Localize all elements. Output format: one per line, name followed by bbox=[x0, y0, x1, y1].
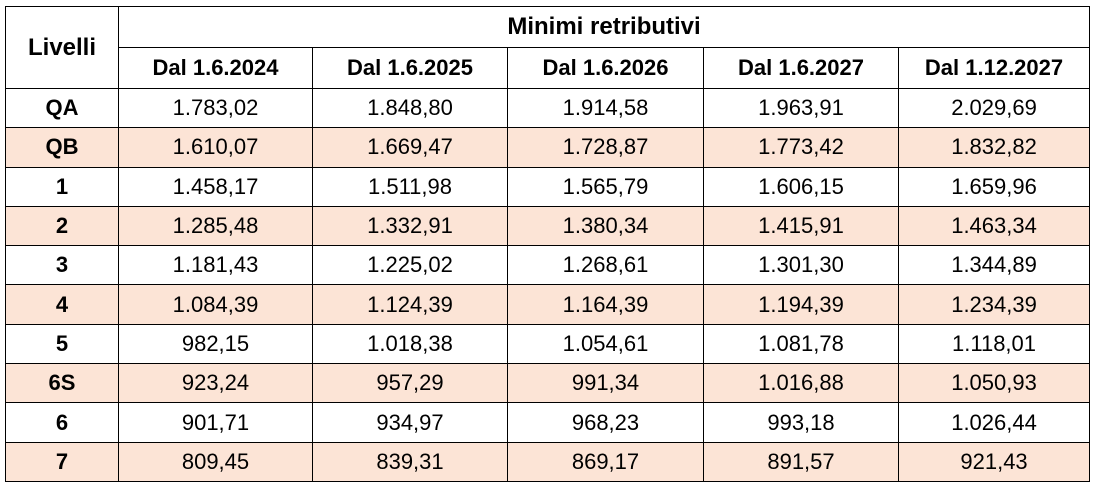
wage-cell: 1.832,82 bbox=[897, 127, 1091, 168]
column-header: Dal 1.6.2026 bbox=[507, 47, 704, 89]
wage-cell: 1.914,58 bbox=[507, 87, 704, 129]
wage-cell: 1.565,79 bbox=[507, 166, 704, 207]
wage-cell: 1.380,34 bbox=[507, 205, 704, 247]
table-row: 5 982,15 1.018,38 1.054,61 1.081,78 1.118,01 bbox=[5, 323, 1091, 365]
wage-cell: 1.054,61 bbox=[507, 323, 704, 365]
level-cell: 7 bbox=[5, 441, 119, 482]
level-cell: 5 bbox=[5, 323, 119, 365]
wage-cell: 869,17 bbox=[507, 441, 704, 482]
level-cell: 6S bbox=[5, 363, 119, 404]
wage-cell: 1.124,39 bbox=[312, 284, 508, 325]
table-body: QA 1.783,02 1.848,80 1.914,58 1.963,91 2.029,… bbox=[5, 87, 1091, 482]
wage-cell: 982,15 bbox=[118, 323, 313, 365]
wage-cell: 1.415,91 bbox=[703, 205, 899, 247]
level-cell: QB bbox=[5, 127, 119, 168]
wage-cell: 1.728,87 bbox=[507, 127, 704, 168]
table-row: 6S 923,24 957,29 991,34 1.016,88 1.050,93 bbox=[5, 363, 1091, 404]
table-row: QB 1.610,07 1.669,47 1.728,87 1.773,42 1.832,… bbox=[5, 127, 1091, 168]
wage-cell: 1.669,47 bbox=[312, 127, 508, 168]
wage-cell: 891,57 bbox=[703, 441, 899, 482]
table-row: 2 1.285,48 1.332,91 1.380,34 1.415,91 1.463,3… bbox=[5, 205, 1091, 247]
wage-cell: 1.026,44 bbox=[897, 402, 1091, 443]
table-row: QA 1.783,02 1.848,80 1.914,58 1.963,91 2.029,… bbox=[5, 87, 1091, 129]
column-header: Dal 1.12.2027 bbox=[897, 47, 1091, 89]
wage-cell: 1.016,88 bbox=[703, 363, 899, 404]
wage-cell: 1.301,30 bbox=[703, 245, 899, 286]
wage-cell: 1.606,15 bbox=[703, 166, 899, 207]
wage-cell: 1.285,48 bbox=[118, 205, 313, 247]
wage-cell: 1.018,38 bbox=[312, 323, 508, 365]
table-row: 7 809,45 839,31 869,17 891,57 921,43 bbox=[5, 441, 1091, 482]
wage-cell: 968,23 bbox=[507, 402, 704, 443]
wage-cell: 1.848,80 bbox=[312, 87, 508, 129]
wage-cell: 1.332,91 bbox=[312, 205, 508, 247]
wage-cell: 957,29 bbox=[312, 363, 508, 404]
column-header: Dal 1.6.2027 bbox=[703, 47, 899, 89]
wage-cell: 1.659,96 bbox=[897, 166, 1091, 207]
wage-cell: 809,45 bbox=[118, 441, 313, 482]
wage-cell: 1.050,93 bbox=[897, 363, 1091, 404]
wage-cell: 1.268,61 bbox=[507, 245, 704, 286]
level-cell: 2 bbox=[5, 205, 119, 247]
wage-cell: 839,31 bbox=[312, 441, 508, 482]
table-row: 3 1.181,43 1.225,02 1.268,61 1.301,30 1.344,8… bbox=[5, 245, 1091, 286]
wage-cell: 2.029,69 bbox=[897, 87, 1091, 129]
wage-cell: 1.610,07 bbox=[118, 127, 313, 168]
wage-cell: 1.463,34 bbox=[897, 205, 1091, 247]
level-cell: 3 bbox=[5, 245, 119, 286]
wage-cell: 1.118,01 bbox=[897, 323, 1091, 365]
wage-cell: 1.458,17 bbox=[118, 166, 313, 207]
wage-cell: 1.234,39 bbox=[897, 284, 1091, 325]
minimum-wages-header: Minimi retributivi bbox=[117, 6, 1091, 48]
column-header: Dal 1.6.2024 bbox=[118, 47, 313, 89]
minimum-wages-table: Livelli Minimi retributivi Dal 1.6.2024 … bbox=[5, 6, 1091, 482]
wage-cell: 1.344,89 bbox=[897, 245, 1091, 286]
wage-cell: 1.194,39 bbox=[703, 284, 899, 325]
wage-cell: 1.511,98 bbox=[312, 166, 508, 207]
levels-header: Livelli bbox=[5, 6, 119, 89]
wage-cell: 1.963,91 bbox=[703, 87, 899, 129]
wage-cell: 993,18 bbox=[703, 402, 899, 443]
table-row: 1 1.458,17 1.511,98 1.565,79 1.606,15 1.659,9… bbox=[5, 166, 1091, 207]
wage-cell: 1.081,78 bbox=[703, 323, 899, 365]
level-cell: 4 bbox=[5, 284, 119, 325]
wage-cell: 921,43 bbox=[897, 441, 1091, 482]
wage-cell: 1.084,39 bbox=[118, 284, 313, 325]
wage-cell: 901,71 bbox=[118, 402, 313, 443]
table-row: 6 901,71 934,97 968,23 993,18 1.026,44 bbox=[5, 402, 1091, 443]
level-cell: 6 bbox=[5, 402, 119, 443]
wage-cell: 991,34 bbox=[507, 363, 704, 404]
wage-cell: 1.181,43 bbox=[118, 245, 313, 286]
wage-cell: 1.164,39 bbox=[507, 284, 704, 325]
table-row: 4 1.084,39 1.124,39 1.164,39 1.194,39 1.234,3… bbox=[5, 284, 1091, 325]
wage-cell: 934,97 bbox=[312, 402, 508, 443]
wage-cell: 1.225,02 bbox=[312, 245, 508, 286]
level-cell: QA bbox=[5, 87, 119, 129]
column-header: Dal 1.6.2025 bbox=[312, 47, 508, 89]
wage-cell: 923,24 bbox=[118, 363, 313, 404]
level-cell: 1 bbox=[5, 166, 119, 207]
wage-cell: 1.773,42 bbox=[703, 127, 899, 168]
wage-cell: 1.783,02 bbox=[118, 87, 313, 129]
